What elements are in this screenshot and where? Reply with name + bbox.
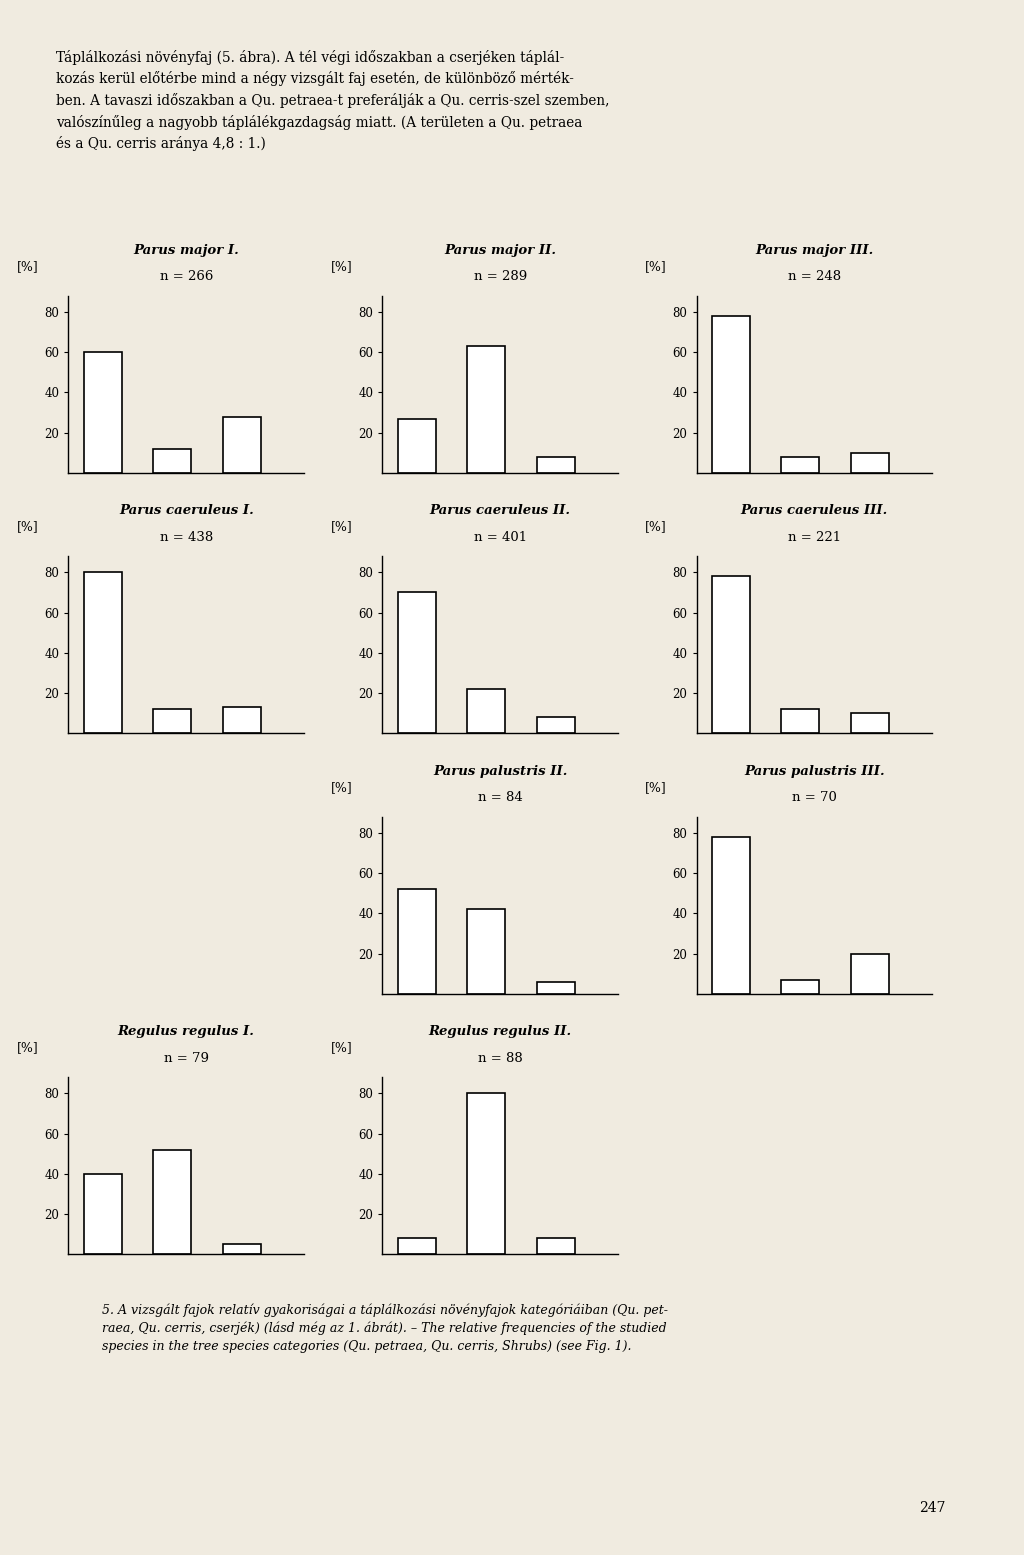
Bar xyxy=(84,1174,122,1255)
Text: n = 266: n = 266 xyxy=(160,271,213,283)
Bar xyxy=(537,717,574,734)
Text: n = 438: n = 438 xyxy=(160,530,213,544)
Text: n = 88: n = 88 xyxy=(478,1051,522,1065)
Text: Parus major II.: Parus major II. xyxy=(444,244,556,257)
Bar xyxy=(84,351,122,473)
Bar xyxy=(222,708,261,734)
Text: [%]: [%] xyxy=(331,260,352,272)
Text: 5. A vizsgált fajok relatív gyakoriságai a táplálkozási növényfajok kategóriáiba: 5. A vizsgált fajok relatív gyakoriságai… xyxy=(102,1303,669,1353)
Bar xyxy=(398,592,436,734)
Text: [%]: [%] xyxy=(16,1042,39,1054)
Bar xyxy=(712,577,751,734)
Text: n = 70: n = 70 xyxy=(792,791,837,804)
Bar xyxy=(851,453,889,473)
Bar xyxy=(537,981,574,994)
Text: n = 248: n = 248 xyxy=(787,271,841,283)
Bar xyxy=(781,457,819,473)
Bar xyxy=(398,418,436,473)
Text: Regulus regulus I.: Regulus regulus I. xyxy=(118,1025,255,1039)
Bar xyxy=(851,953,889,994)
Bar xyxy=(467,910,506,994)
Text: [%]: [%] xyxy=(645,260,667,272)
Bar xyxy=(537,1238,574,1255)
Bar xyxy=(781,980,819,994)
Text: n = 289: n = 289 xyxy=(474,271,527,283)
Text: Regulus regulus II.: Regulus regulus II. xyxy=(429,1025,571,1039)
Bar xyxy=(712,837,751,994)
Text: [%]: [%] xyxy=(331,1042,352,1054)
Text: Parus palustris III.: Parus palustris III. xyxy=(744,765,885,778)
Text: [%]: [%] xyxy=(331,781,352,793)
Text: n = 401: n = 401 xyxy=(474,530,526,544)
Bar xyxy=(467,347,506,473)
Bar xyxy=(154,449,191,473)
Text: n = 221: n = 221 xyxy=(787,530,841,544)
Bar xyxy=(467,689,506,734)
Text: n = 79: n = 79 xyxy=(164,1051,209,1065)
Text: [%]: [%] xyxy=(16,521,39,533)
Text: n = 84: n = 84 xyxy=(478,791,522,804)
Text: Parus palustris II.: Parus palustris II. xyxy=(433,765,567,778)
Bar xyxy=(781,709,819,734)
Text: Parus major III.: Parus major III. xyxy=(755,244,873,257)
Bar xyxy=(712,316,751,473)
Text: [%]: [%] xyxy=(331,521,352,533)
Bar xyxy=(398,889,436,994)
Text: 247: 247 xyxy=(919,1501,945,1515)
Text: [%]: [%] xyxy=(16,260,39,272)
Text: Parus caeruleus III.: Parus caeruleus III. xyxy=(740,504,888,518)
Text: Parus caeruleus I.: Parus caeruleus I. xyxy=(119,504,254,518)
Text: [%]: [%] xyxy=(645,781,667,793)
Bar xyxy=(222,417,261,473)
Bar xyxy=(84,572,122,734)
Bar xyxy=(851,714,889,734)
Bar xyxy=(467,1093,506,1255)
Bar xyxy=(222,1244,261,1255)
Bar xyxy=(537,457,574,473)
Text: [%]: [%] xyxy=(645,521,667,533)
Text: Táplálkozási növényfaj (5. ábra). A tél végi időszakban a cserjéken táplál-
kozá: Táplálkozási növényfaj (5. ábra). A tél … xyxy=(56,50,610,151)
Text: Parus caeruleus II.: Parus caeruleus II. xyxy=(430,504,570,518)
Bar xyxy=(154,1149,191,1255)
Text: Parus major I.: Parus major I. xyxy=(133,244,240,257)
Bar xyxy=(154,709,191,734)
Bar xyxy=(398,1238,436,1255)
